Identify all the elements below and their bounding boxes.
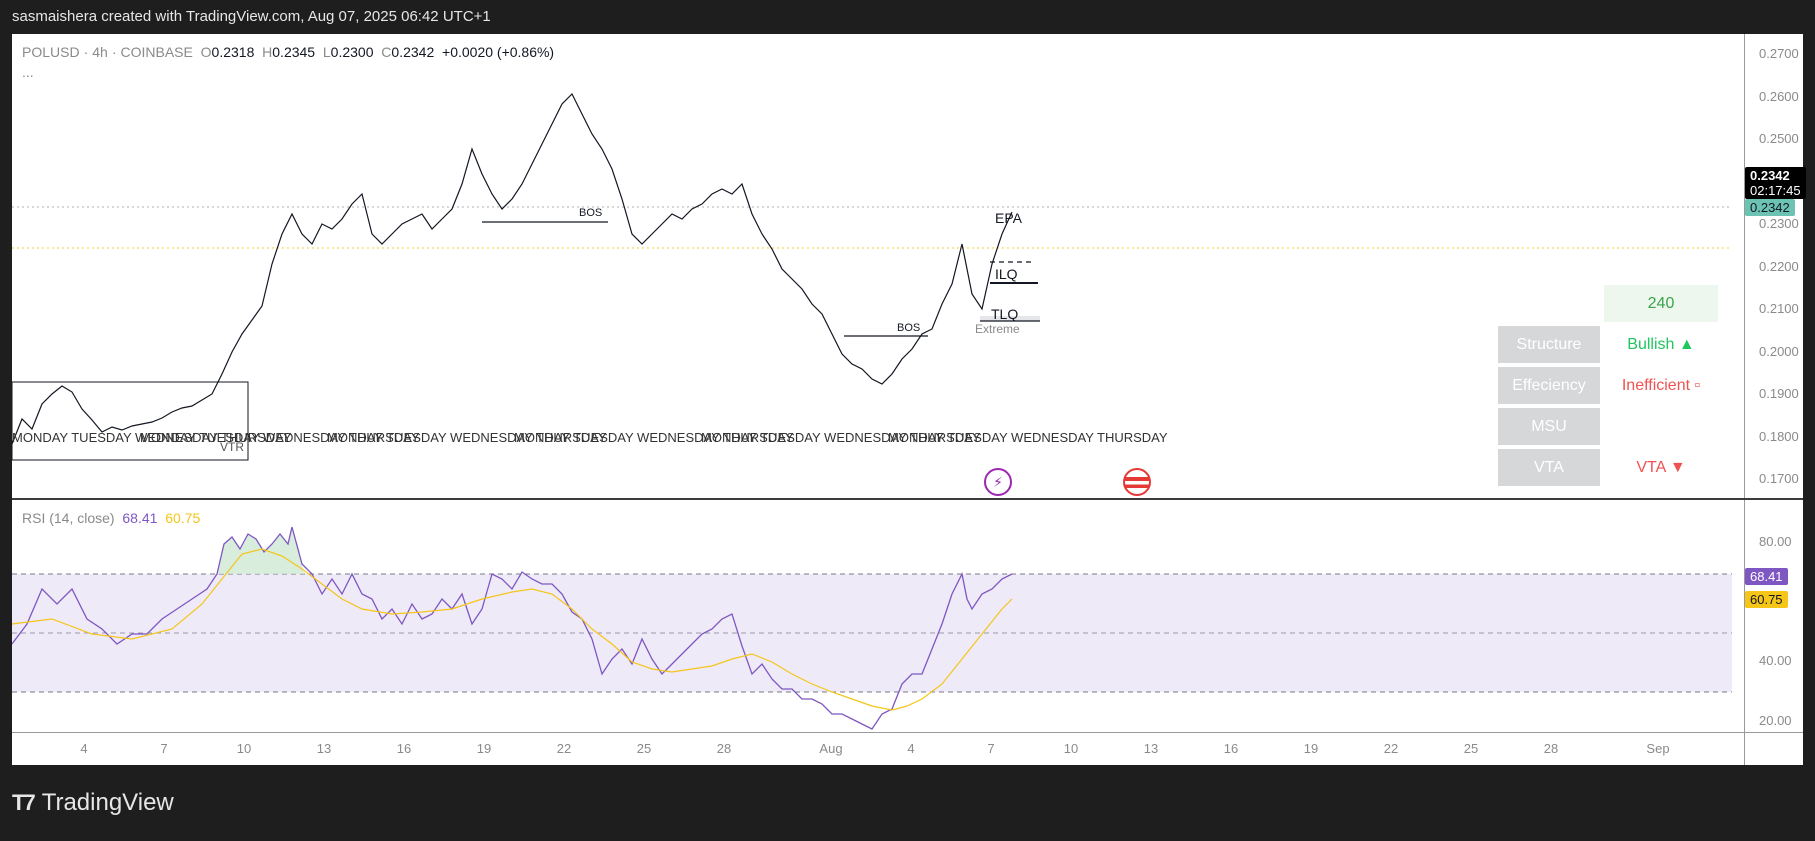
price-tick: 0.2600 (1759, 89, 1799, 104)
rsi-tick: 20.00 (1759, 713, 1792, 728)
structure-value: Bullish ▲ (1627, 335, 1695, 353)
price-tick: 0.2100 (1759, 301, 1799, 316)
time-tick: 19 (476, 741, 492, 756)
time-tick: 16 (396, 741, 412, 756)
msu-value (1604, 408, 1718, 445)
tlq-label: TLQ (991, 306, 1019, 322)
vta-label: VTA (1498, 449, 1600, 486)
tradingview-logo-icon: T7 (12, 790, 36, 815)
change-value: +0.0020 (+0.86%) (442, 44, 555, 60)
rsi-tick: 40.00 (1759, 653, 1792, 668)
current-price-badge: 0.2342 (1745, 199, 1795, 216)
time-tick: 22 (1383, 741, 1399, 756)
rsi-title: RSI (14, close) (22, 510, 115, 526)
open-label: O (200, 44, 212, 60)
time-tick: 4 (80, 741, 88, 756)
rsi-ma-badge: 60.75 (1745, 591, 1788, 608)
rsi-value: 68.41 (122, 510, 158, 526)
time-tick: 19 (1303, 741, 1319, 756)
rsi-tick: 80.00 (1759, 534, 1792, 549)
close-label: C (381, 44, 392, 60)
time-tick: 25 (1463, 741, 1479, 756)
time-tick: 4 (907, 741, 915, 756)
time-tick: 10 (236, 741, 252, 756)
symbol-name[interactable]: POLUSD (22, 44, 80, 60)
price-tick: 0.2200 (1759, 259, 1799, 274)
tradingview-logo[interactable]: T7 TradingView (12, 789, 174, 817)
rsi-value-badge: 68.41 (1745, 568, 1788, 585)
time-tick: 7 (987, 741, 995, 756)
time-tick: Sep (1646, 741, 1670, 756)
bar-countdown: 02:17:45 (1750, 183, 1801, 198)
price-tick: 0.2500 (1759, 131, 1799, 146)
time-tick: Aug (819, 741, 843, 756)
price-tick: 0.2000 (1759, 344, 1799, 359)
symbol-interval[interactable]: 4h (92, 44, 108, 60)
bos-label-2: BOS (897, 322, 920, 334)
structure-label: Structure (1498, 326, 1600, 363)
tradingview-brand: TradingView (41, 789, 174, 816)
time-tick: 16 (1223, 741, 1239, 756)
timeframe-cell: 240 (1604, 285, 1718, 322)
last-price-badge: 0.2342 02:17:45 (1745, 167, 1806, 199)
efficiency-value: Inefficient ▫ (1621, 376, 1701, 394)
us-flag-event-icon[interactable] (1123, 468, 1151, 496)
time-tick: 7 (160, 741, 168, 756)
time-tick: 13 (1143, 741, 1159, 756)
symbol-exchange: COINBASE (120, 44, 193, 60)
time-tick: 22 (556, 741, 572, 756)
vtr-label: VTR (220, 440, 244, 454)
attribution: sasmaishera created with TradingView.com… (12, 8, 491, 25)
pane-divider[interactable] (12, 498, 1803, 500)
chart-frame: BOS BOS POLUSD · 4h · COINBASE O0.2318 H0.23… (12, 34, 1806, 765)
msu-label: MSU (1498, 408, 1600, 445)
time-tick: 13 (316, 741, 332, 756)
day-label-4: MONDAY TUESDAY WEDNESDAY THURSDAY (514, 430, 794, 445)
low-value: 0.2300 (330, 44, 374, 60)
price-tick: 0.2700 (1759, 46, 1799, 61)
day-label-2: MONDAY TUESDAY WEDNESDAY THURSDAY (140, 430, 420, 445)
time-tick: 25 (636, 741, 652, 756)
day-label-3: MONDAY TUESDAY WEDNESDAY THURSDAY (327, 430, 607, 445)
price-tick: 0.2300 (1759, 216, 1799, 231)
bos-label-1: BOS (579, 207, 602, 219)
high-value: 0.2345 (272, 44, 316, 60)
open-value: 0.2318 (211, 44, 255, 60)
rsi-ma-value: 60.75 (165, 510, 201, 526)
lightning-event-icon[interactable]: ⚡ (984, 468, 1012, 496)
high-label: H (262, 44, 273, 60)
time-tick: 28 (716, 741, 732, 756)
extreme-label: Extreme (975, 322, 1020, 336)
epa-label: EPA (995, 210, 1022, 226)
ilq-label: ILQ (995, 266, 1018, 282)
low-label: L (322, 44, 331, 60)
symbol-legend: POLUSD · 4h · COINBASE O0.2318 H0.2345 L0.23… (22, 44, 555, 60)
close-value: 0.2342 (391, 44, 435, 60)
price-tick: 0.1800 (1759, 429, 1799, 444)
price-chart[interactable]: BOS BOS (12, 34, 1744, 765)
vta-value: VTA ▼ (1636, 458, 1686, 476)
last-price: 0.2342 (1750, 168, 1790, 183)
more-button[interactable]: ... (22, 64, 34, 80)
time-tick: 28 (1543, 741, 1559, 756)
price-tick: 0.1900 (1759, 386, 1799, 401)
efficiency-label: Effeciency (1498, 367, 1600, 404)
rsi-legend[interactable]: RSI (14, close) 68.41 60.75 (22, 510, 200, 526)
price-axis-divider (1744, 34, 1745, 765)
time-axis-divider (12, 732, 1803, 733)
price-tick: 0.1700 (1759, 471, 1799, 486)
day-label-1: MONDAY TUESDAY WEDNESDAY THURSDAY (12, 430, 292, 445)
day-label-5: MONDAY TUESDAY WEDNESDAY THURSDAY (701, 430, 981, 445)
day-label-6: MONDAY TUESDAY WEDNESDAY THURSDAY (888, 430, 1168, 445)
time-tick: 10 (1063, 741, 1079, 756)
